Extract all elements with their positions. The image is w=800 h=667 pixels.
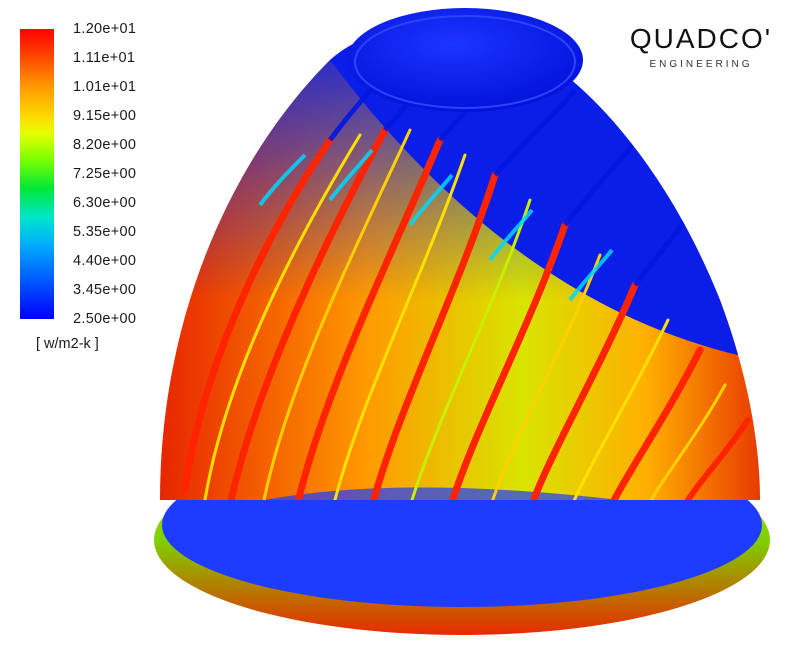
- tick-label: 2.50e+00: [73, 311, 137, 327]
- tick-label: 7.25e+00: [73, 166, 137, 182]
- tick-label: 6.30e+00: [73, 195, 137, 211]
- logo-tagline: ENGINEERING: [649, 59, 753, 70]
- tick-label: 8.20e+00: [73, 137, 137, 153]
- logo-wordmark: QUADCO': [629, 23, 773, 54]
- tick-label: 1.01e+01: [73, 79, 137, 95]
- tick-label: 3.45e+00: [73, 282, 137, 298]
- dome-cap: [347, 8, 583, 112]
- color-scale-unit: [ w/m2-k ]: [36, 336, 99, 352]
- company-logo: QUADCO' ENGINEERING: [626, 24, 776, 74]
- tick-label: 5.35e+00: [73, 224, 137, 240]
- color-scale-ticks: 1.20e+01 1.11e+01 1.01e+01 9.15e+00 8.20…: [73, 21, 183, 331]
- tick-label: 1.11e+01: [73, 50, 136, 66]
- color-scale-bar: [20, 29, 54, 319]
- tick-label: 4.40e+00: [73, 253, 137, 269]
- tick-label: 9.15e+00: [73, 108, 137, 124]
- tick-label: 1.20e+01: [73, 21, 137, 37]
